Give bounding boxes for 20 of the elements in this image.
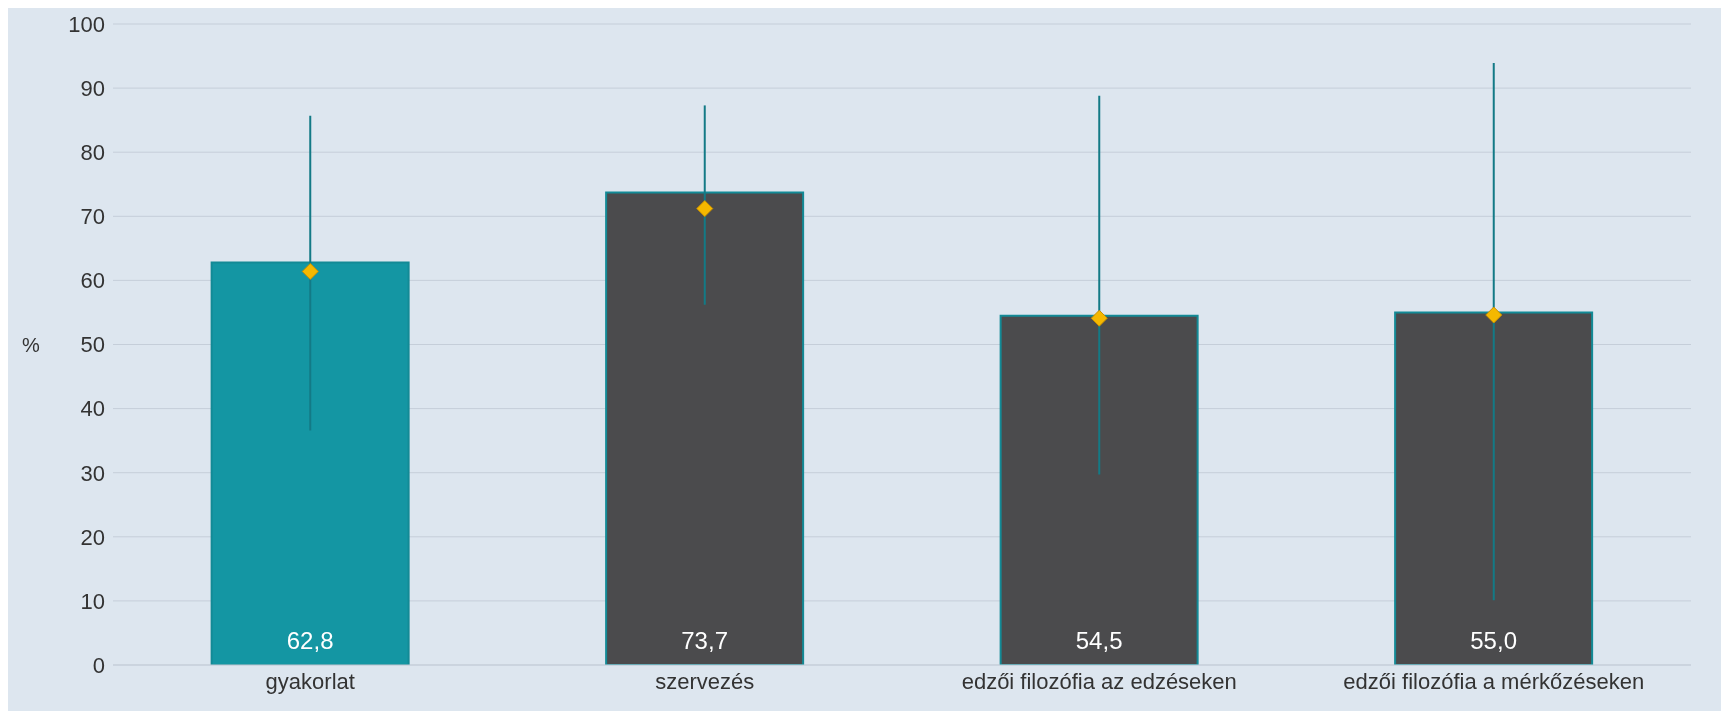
- y-tick-label: 80: [80, 140, 105, 166]
- y-tick-label: 30: [80, 460, 105, 486]
- y-tick-label: 50: [80, 332, 105, 358]
- x-tick-label: edzői filozófia az edzéseken: [961, 668, 1237, 694]
- y-tick-label: 10: [80, 588, 105, 614]
- data-label: 62,8: [286, 627, 334, 654]
- x-tick-label: szervezés: [655, 668, 755, 694]
- y-tick-label: 60: [80, 268, 105, 294]
- y-tick-label: 70: [80, 204, 105, 230]
- y-tick-label: 20: [80, 524, 105, 550]
- data-label: 73,7: [681, 627, 728, 654]
- y-tick-label: 90: [80, 75, 105, 101]
- y-axis-title: %: [22, 333, 40, 356]
- x-tick-label: edzői filozófia a mérkőzéseken: [1343, 668, 1645, 694]
- data-label: 55,0: [1470, 627, 1517, 654]
- y-tick-label: 100: [68, 11, 105, 37]
- x-tick-label: gyakorlat: [265, 668, 355, 694]
- y-tick-label: 40: [80, 396, 105, 422]
- data-label: 54,5: [1075, 627, 1123, 654]
- y-tick-label: 0: [92, 652, 105, 678]
